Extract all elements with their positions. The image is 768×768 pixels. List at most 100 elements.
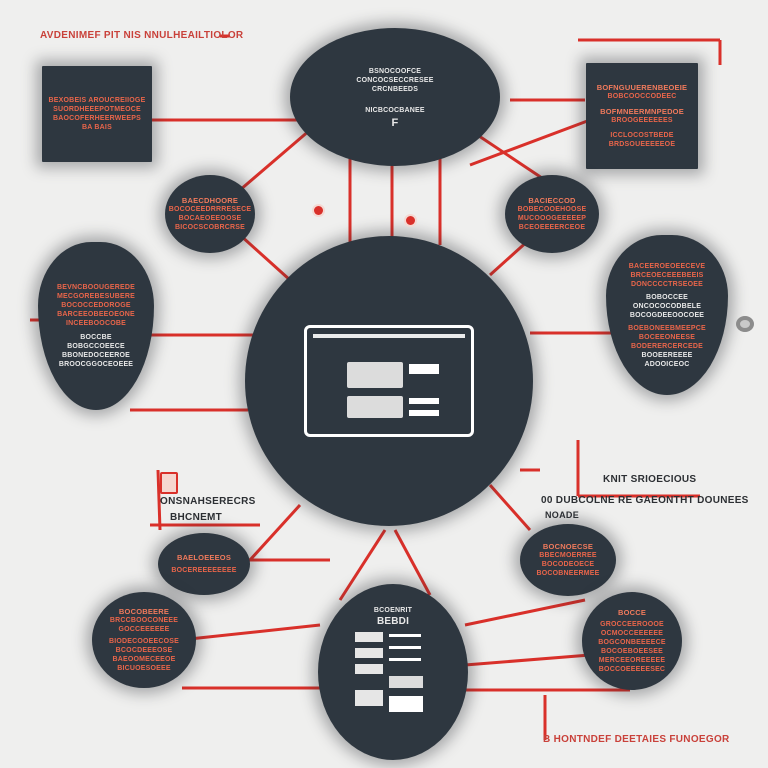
central-hub-node xyxy=(245,236,533,526)
form-button-icon xyxy=(409,398,439,404)
node-text-line: BBONEDOCEEROE xyxy=(62,352,130,359)
blob-node-upper-right: BACIECCOD BOBECOOEHOOSE MUCOOOGEEEEEP BC… xyxy=(505,175,599,253)
blob-node-upper-left: BAECDHOORE BOCOCEEDRRRESECE BOCAEOEEOOSE… xyxy=(165,175,255,253)
node-text-line: CONCOCSECCRESEE xyxy=(356,76,434,84)
node-text-line: BEVNCBOOUGEREDE xyxy=(56,284,136,291)
node-text-line: BOCOEBOEESEE xyxy=(601,648,663,655)
node-text-line: MERCEEOREEEEE xyxy=(598,657,666,664)
list-line-icon xyxy=(389,658,421,661)
blob-node-bottom-right-2: BOCCE GROCCEEROOOE OCMOCCEEEEEE BOGCONBE… xyxy=(582,592,682,690)
node-text-line: DONCCCCTRSEOEE xyxy=(630,280,704,288)
node-text-line: BOCOBNEERMEE xyxy=(536,570,600,577)
cursor-mark: F xyxy=(391,116,399,129)
blob-node-bottom-right: BOCNOECSE BBECMOERREE BOCODEOECE BOCOBNE… xyxy=(520,524,616,596)
node-text-line: BAEOOMECEEOE xyxy=(112,656,176,663)
node-text-line: BROOCGGOCEOEEE xyxy=(58,361,134,368)
connector-line xyxy=(393,529,432,596)
node-text-line: BAECDHOORE xyxy=(181,196,239,205)
window-icon xyxy=(304,325,474,437)
node-text-line: ONCOCOCODBELE xyxy=(632,302,702,310)
node-text-line: BOBCOOCCODEEC xyxy=(607,93,677,100)
node-text-line: BOEBONEEBMEEPCE xyxy=(628,324,706,332)
node-text-line: BCEOEEEERCEOE xyxy=(518,224,586,231)
node-title: BCOENRIT xyxy=(373,607,413,614)
node-title-2: BEBDI xyxy=(376,616,410,627)
connector-line xyxy=(239,128,311,192)
stack-item-icon xyxy=(389,676,423,688)
connector-line xyxy=(488,484,532,531)
node-text-line: BOBGCCOEECE xyxy=(67,343,125,350)
node-text-line: BOCCOEEEEESEC xyxy=(598,666,666,673)
node-text-line: BOCNOECSE xyxy=(542,542,594,551)
label-right-mid-3: NOADE xyxy=(545,510,580,520)
node-text-line: BICUOESOEEE xyxy=(117,665,171,672)
node-text-line: BOCCBE xyxy=(80,334,112,341)
node-text-line: BAELOEEEOS xyxy=(176,553,232,562)
stack-item-icon xyxy=(355,664,383,674)
label-right-mid: KNIT SRIOECIOUS xyxy=(603,474,697,485)
connector-line xyxy=(464,598,586,627)
node-text-line: BOBOCCEE xyxy=(645,293,689,301)
blob-node-bottom-left: BAELOEEEOS BOCEREEEEEEEE xyxy=(158,533,250,595)
node-text-line: BOBECOOEHOOSE xyxy=(517,206,587,213)
node-text-line: BROOGEEEEEES xyxy=(611,117,673,124)
node-text-line: MECGOREBESUBERE xyxy=(56,293,136,300)
node-text-line: BIODECOOEECOSE xyxy=(108,638,180,645)
node-text-line: ICCLOCOSTBEDE xyxy=(610,132,674,139)
window-titlebar xyxy=(313,334,465,338)
node-text-line: BOCOCCEDOROGE xyxy=(61,302,131,309)
node-text-line: BAOCOFERHEERWEEPS xyxy=(52,115,142,122)
form-button-icon xyxy=(409,364,439,374)
connector-line xyxy=(156,469,162,531)
node-text-line: BACIECCOD xyxy=(528,196,576,205)
node-text-line: BOCOBEERE xyxy=(118,607,170,616)
box-node-top-left: BEXOBEIS AROUCREIIOGE SUORDHEEEPOTMEOCE … xyxy=(42,66,152,162)
node-text-line: SUORDHEEEPOTMEOCE xyxy=(53,106,141,113)
document-icon xyxy=(160,472,178,494)
node-text-line: BOGCONBEEEECE xyxy=(598,639,666,646)
shield-node-left: BEVNCBOOUGEREDE MECGOREBESUBERE BOCOCCED… xyxy=(38,242,154,410)
form-button-icon xyxy=(409,410,439,416)
node-text-line: BOOEEREEEE xyxy=(641,351,693,359)
node-text-line: BOCCE xyxy=(617,608,647,617)
node-text-line: BBECMOERREE xyxy=(539,552,597,559)
node-text-line: BACEEROEOEECEVE xyxy=(628,262,706,270)
connector-line xyxy=(238,233,292,282)
node-text-line: GROCCEEROOOE xyxy=(600,621,664,628)
connector-dot-icon xyxy=(736,316,754,332)
pin-marker xyxy=(406,216,415,225)
form-field-icon xyxy=(347,362,403,388)
stack-icon xyxy=(353,632,433,722)
node-text-line: INCEEBOOCOBE xyxy=(66,320,126,327)
stack-item-icon xyxy=(355,690,383,706)
label-left-mid: ONSNAHSERECRS xyxy=(160,496,256,507)
node-text-line: BOFMNEERMNPEDOE xyxy=(600,107,684,116)
list-line-icon xyxy=(389,646,421,649)
node-text-line: BRCEOECEEEBEEIS xyxy=(630,271,704,279)
connector-line xyxy=(248,503,302,562)
connector-line xyxy=(464,653,591,667)
connector-line xyxy=(179,623,321,642)
node-text-line: BEXOBEIS AROUCREIIOGE xyxy=(48,97,146,104)
node-text-line: BOCEREEEEEEEE xyxy=(171,567,237,574)
bottom-label: B HONTNDEF DEETAIES FUNOEGOR xyxy=(543,734,730,745)
label-left-mid-2: BHCNEMT xyxy=(170,512,223,523)
node-text-line: BICOCSCOBRCRSE xyxy=(174,224,246,231)
form-field-icon xyxy=(347,396,403,418)
stack-item-icon xyxy=(355,632,383,642)
top-title-label: AVDENIMEF PIT NIS NNULHEAILTIOLOR xyxy=(40,30,244,41)
node-text-line: BOCOCEEDRRRESECE xyxy=(168,206,252,213)
bottom-central-node: BCOENRIT BEBDI xyxy=(318,584,468,760)
pin-marker xyxy=(314,206,323,215)
blob-node-bottom-left-2: BOCOBEERE BRCCBOOCONEEE GOCCEEEEEE BIODE… xyxy=(92,592,196,688)
node-text-line: BOCEEONEESE xyxy=(638,333,696,341)
node-text-line: BRDSOUEEEEEOE xyxy=(608,141,676,148)
node-text-line: BRCCBOOCONEEE xyxy=(109,617,179,624)
connector-line xyxy=(469,118,591,167)
box-node-top-right: BOFNGUUERENBEOEIE BOBCOOCCODEEC BOFMNEER… xyxy=(586,63,698,169)
node-text-line: OCMOCCEEEEEE xyxy=(600,630,664,637)
node-text-line: CRCNBEEDS xyxy=(371,85,419,93)
node-text-line: BA BAIS xyxy=(82,124,112,131)
list-line-icon xyxy=(389,634,421,637)
node-text-line: BOCAEOEEOOSE xyxy=(178,215,242,222)
